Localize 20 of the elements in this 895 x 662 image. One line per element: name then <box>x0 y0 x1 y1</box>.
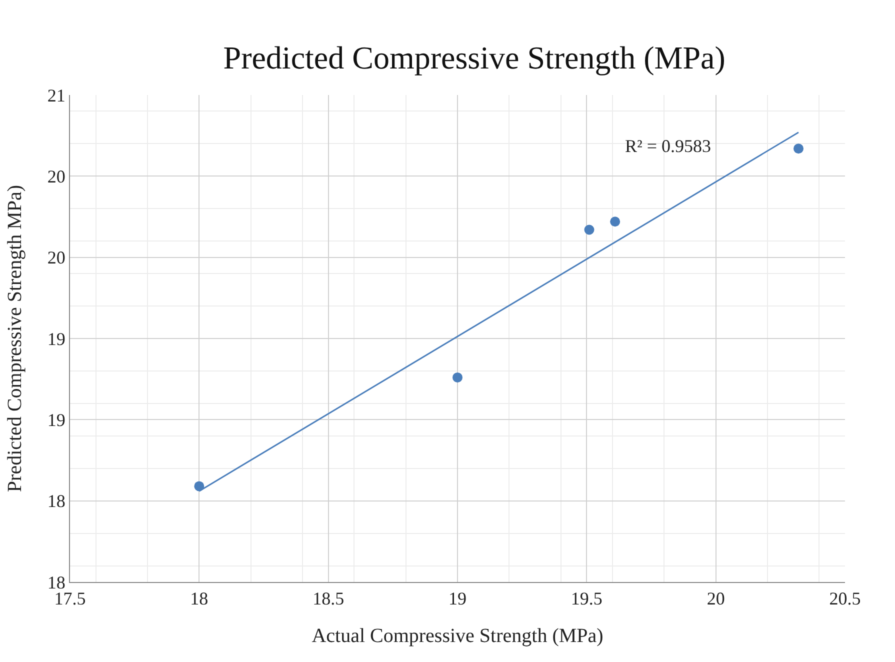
y-tick-label: 21 <box>47 85 66 106</box>
point <box>452 372 462 382</box>
chart-title: Predicted Compressive Strength (MPa) <box>223 40 726 76</box>
y-tick-label: 20 <box>47 166 66 186</box>
point <box>794 144 804 154</box>
y-tick-label: 19 <box>47 410 66 430</box>
x-tick-label: 18.5 <box>312 588 344 609</box>
x-tick-label: 19.5 <box>570 588 602 609</box>
x-axis-title: Actual Compressive Strength (MPa) <box>312 625 604 648</box>
x-tick-label: 20.5 <box>829 588 861 609</box>
x-tick-label: 20 <box>706 588 725 609</box>
x-tick-label: 18 <box>190 588 208 609</box>
y-tick-label: 18 <box>47 491 66 512</box>
y-tick-label: 20 <box>47 248 66 268</box>
point <box>584 224 594 235</box>
x-tick-label: 19 <box>448 588 466 609</box>
annotation: R² = 0.9583 <box>625 136 712 156</box>
y-axis-title: Predicted Compressive Strength MPa) <box>4 184 26 492</box>
point <box>610 216 620 227</box>
y-tick-label: 19 <box>47 328 66 349</box>
